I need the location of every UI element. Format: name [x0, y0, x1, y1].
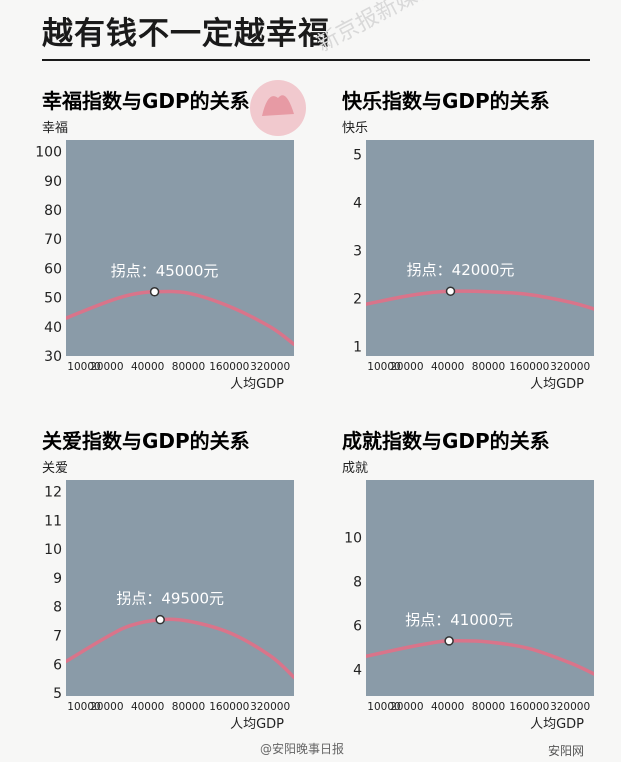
plot-area [366, 480, 594, 696]
y-tick-label: 1 [353, 339, 362, 355]
y-tick-label: 80 [44, 203, 62, 219]
y-axis-label: 关爱 [42, 461, 68, 476]
turning-point-label: 拐点：41000元 [405, 611, 513, 629]
y-tick-label: 5 [53, 686, 62, 702]
turning-point-marker [149, 287, 160, 297]
chart-title: 幸福指数与GDP的关系 [42, 89, 250, 113]
y-tick-label: 70 [44, 232, 62, 248]
watermark-logo-icon [250, 80, 306, 136]
x-tick-label: 40000 [131, 361, 164, 373]
y-tick-label: 90 [44, 174, 62, 190]
x-tick-label: 320000 [550, 361, 590, 373]
x-tick-label: 40000 [431, 361, 464, 373]
x-tick-label: 80000 [472, 361, 505, 373]
x-tick-label: 40000 [131, 701, 164, 713]
turning-point-label: 拐点：42000元 [407, 261, 515, 279]
title-divider [42, 59, 590, 61]
y-tick-label: 8 [53, 600, 62, 616]
x-tick-label: 320000 [250, 701, 290, 713]
x-tick-label: 320000 [550, 701, 590, 713]
y-tick-label: 7 [53, 629, 62, 645]
y-axis-label: 快乐 [342, 121, 368, 136]
y-tick-label: 5 [353, 147, 362, 163]
y-tick-label: 30 [44, 349, 62, 365]
x-tick-label: 80000 [172, 701, 205, 713]
x-axis-label: 人均GDP [230, 377, 284, 392]
y-tick-label: 10 [344, 530, 362, 546]
x-tick-label: 40000 [431, 701, 464, 713]
x-tick-label: 10000 [367, 701, 400, 713]
page-title: 越有钱不一定越幸福 [42, 16, 330, 52]
x-axis-label: 人均GDP [230, 717, 284, 732]
y-tick-label: 100 [35, 145, 62, 161]
y-tick-label: 3 [353, 243, 362, 259]
plot-area [66, 480, 294, 696]
y-axis-label: 成就 [342, 461, 368, 476]
plot-area [366, 140, 594, 356]
x-tick-label: 160000 [509, 701, 549, 713]
watermark-text: 新京报新媒体出品 [312, 0, 480, 58]
x-tick-label: 160000 [509, 361, 549, 373]
x-tick-label: 80000 [472, 701, 505, 713]
turning-point-marker [445, 286, 456, 296]
y-tick-label: 10 [44, 542, 62, 558]
y-tick-label: 4 [353, 663, 362, 679]
x-tick-label: 10000 [67, 701, 100, 713]
turning-point-label: 拐点：45000元 [111, 262, 219, 280]
y-tick-label: 6 [353, 618, 362, 634]
series-line [66, 617, 294, 680]
y-axis-label: 幸福 [42, 121, 68, 136]
y-tick-label: 60 [44, 261, 62, 277]
footer-logo-text: 安阳网 [548, 744, 585, 758]
y-tick-label: 50 [44, 291, 62, 307]
x-axis-label: 人均GDP [530, 377, 584, 392]
y-tick-label: 40 [44, 320, 62, 336]
series-line [366, 289, 594, 311]
turning-point-marker [444, 636, 454, 646]
x-axis-label: 人均GDP [530, 717, 584, 732]
y-tick-label: 2 [353, 291, 362, 307]
y-tick-label: 6 [53, 657, 62, 673]
x-tick-label: 320000 [250, 361, 290, 373]
x-tick-label: 20000 [90, 701, 123, 713]
chart-panel-achievement: 成就指数与GDP的关系成就 10 8 6 4 10000 20000 40000 80000 16… [300, 422, 600, 742]
x-tick-label: 20000 [90, 361, 123, 373]
y-tick-label: 9 [53, 571, 62, 587]
chart-panel-joy: 快乐指数与GDP的关系快乐 5 4 3 2 1 10000 20000 40000 80000 16… [300, 82, 600, 402]
y-tick-label: 4 [353, 195, 362, 211]
x-tick-label: 10000 [367, 361, 400, 373]
y-tick-label: 11 [44, 513, 62, 529]
series-line [66, 289, 294, 347]
chart-title: 快乐指数与GDP的关系 [342, 89, 550, 113]
x-tick-label: 20000 [390, 361, 423, 373]
x-tick-label: 20000 [390, 701, 423, 713]
x-tick-label: 10000 [67, 361, 100, 373]
series-line [366, 639, 594, 676]
x-tick-label: 80000 [172, 361, 205, 373]
y-tick-label: 12 [44, 485, 62, 501]
y-tick-label: 8 [353, 574, 362, 590]
x-tick-label: 160000 [209, 361, 249, 373]
x-tick-label: 160000 [209, 701, 249, 713]
turning-point-marker [155, 614, 165, 625]
turning-point-label: 拐点：49500元 [116, 590, 224, 608]
footer-source: @安阳晚事日报 [260, 742, 345, 756]
chart-title: 成就指数与GDP的关系 [342, 429, 550, 453]
chart-panel-care: 关爱指数与GDP的关系关爱 12 11 10 9 8 7 6 5 10000 20000 40000 8… [0, 422, 300, 742]
chart-title: 关爱指数与GDP的关系 [42, 429, 250, 453]
chart-panel-happiness: 幸福指数与GDP的关系幸福 100 90 80 70 60 50 40 30 10000 20000… [0, 82, 300, 402]
plot-area [66, 140, 294, 356]
